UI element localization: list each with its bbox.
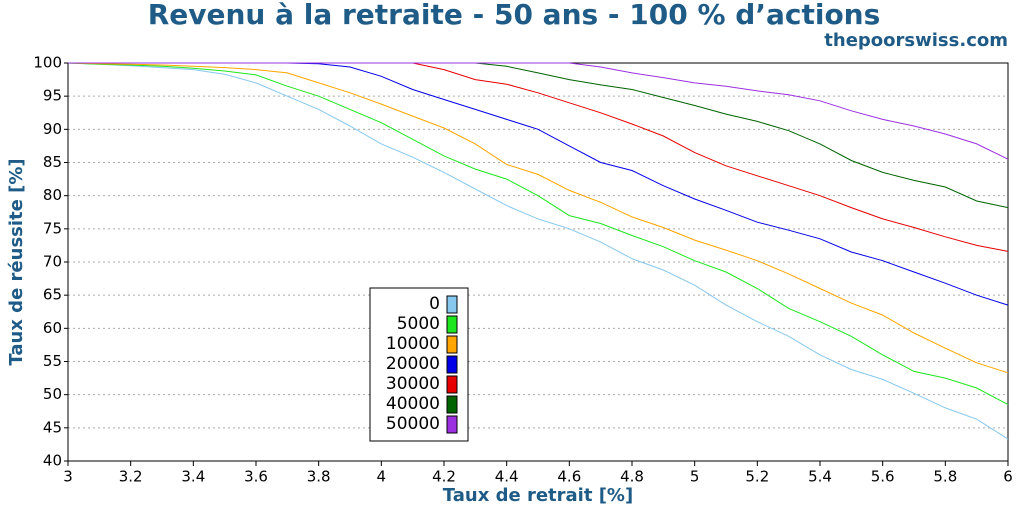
x-tick-label: 5.6 [871,468,895,486]
y-tick-label: 80 [43,186,62,204]
legend-swatch [446,355,458,374]
series-line [68,62,1009,160]
x-tick-label: 3.2 [119,468,143,486]
y-tick-label: 65 [43,286,62,304]
x-tick-label: 3.8 [307,468,331,486]
y-tick-label: 75 [43,219,62,237]
y-tick-label: 100 [33,54,62,72]
y-tick-label: 60 [43,319,62,337]
x-tick-label: 3.6 [244,468,268,486]
legend-swatch [446,395,458,414]
series-line [68,62,1009,306]
legend-swatch [446,375,458,394]
x-tick-label: 5.4 [808,468,832,486]
x-tick-label: 6 [1003,468,1013,486]
legend-swatch [446,335,458,354]
x-tick-label: 5.8 [933,468,957,486]
legend-label: 0 [429,294,440,314]
y-tick-label: 40 [43,452,62,470]
chart-subtitle: thepoorswiss.com [824,30,1008,51]
y-axis-label: Taux de réussite [%] [6,158,27,365]
x-axis-label: Taux de retrait [%] [443,485,633,506]
x-tick-label: 4 [377,468,387,486]
legend-swatch [446,315,458,334]
y-tick-label: 55 [43,352,62,370]
y-tick-label: 90 [43,120,62,138]
y-tick-label: 70 [43,253,62,271]
x-tick-label: 4.6 [557,468,581,486]
series-line [67,62,1009,440]
series-line [68,62,1009,252]
series-line [68,62,1009,209]
legend-label: 20000 [386,354,440,374]
legend-label: 10000 [386,334,440,354]
x-tick-label: 3 [63,468,73,486]
x-tick-label: 4.8 [620,468,644,486]
series-line [67,62,1009,406]
legend-swatch [446,295,458,314]
y-tick-label: 50 [43,385,62,403]
y-tick-label: 45 [43,418,62,436]
legend-label: 50000 [386,414,440,434]
x-tick-label: 3.4 [181,468,205,486]
legend-swatch [446,415,458,434]
x-tick-label: 5 [690,468,700,486]
legend-label: 30000 [386,374,440,394]
x-tick-label: 4.4 [495,468,519,486]
x-tick-label: 5.2 [745,468,769,486]
y-tick-label: 85 [43,153,62,171]
legend-label: 40000 [386,394,440,414]
y-tick-label: 95 [43,87,62,105]
legend-label: 5000 [397,314,440,334]
chart-title: Revenu à la retraite - 50 ans - 100 % d’… [148,0,881,31]
x-tick-label: 4.2 [432,468,456,486]
series-line [67,62,1009,374]
